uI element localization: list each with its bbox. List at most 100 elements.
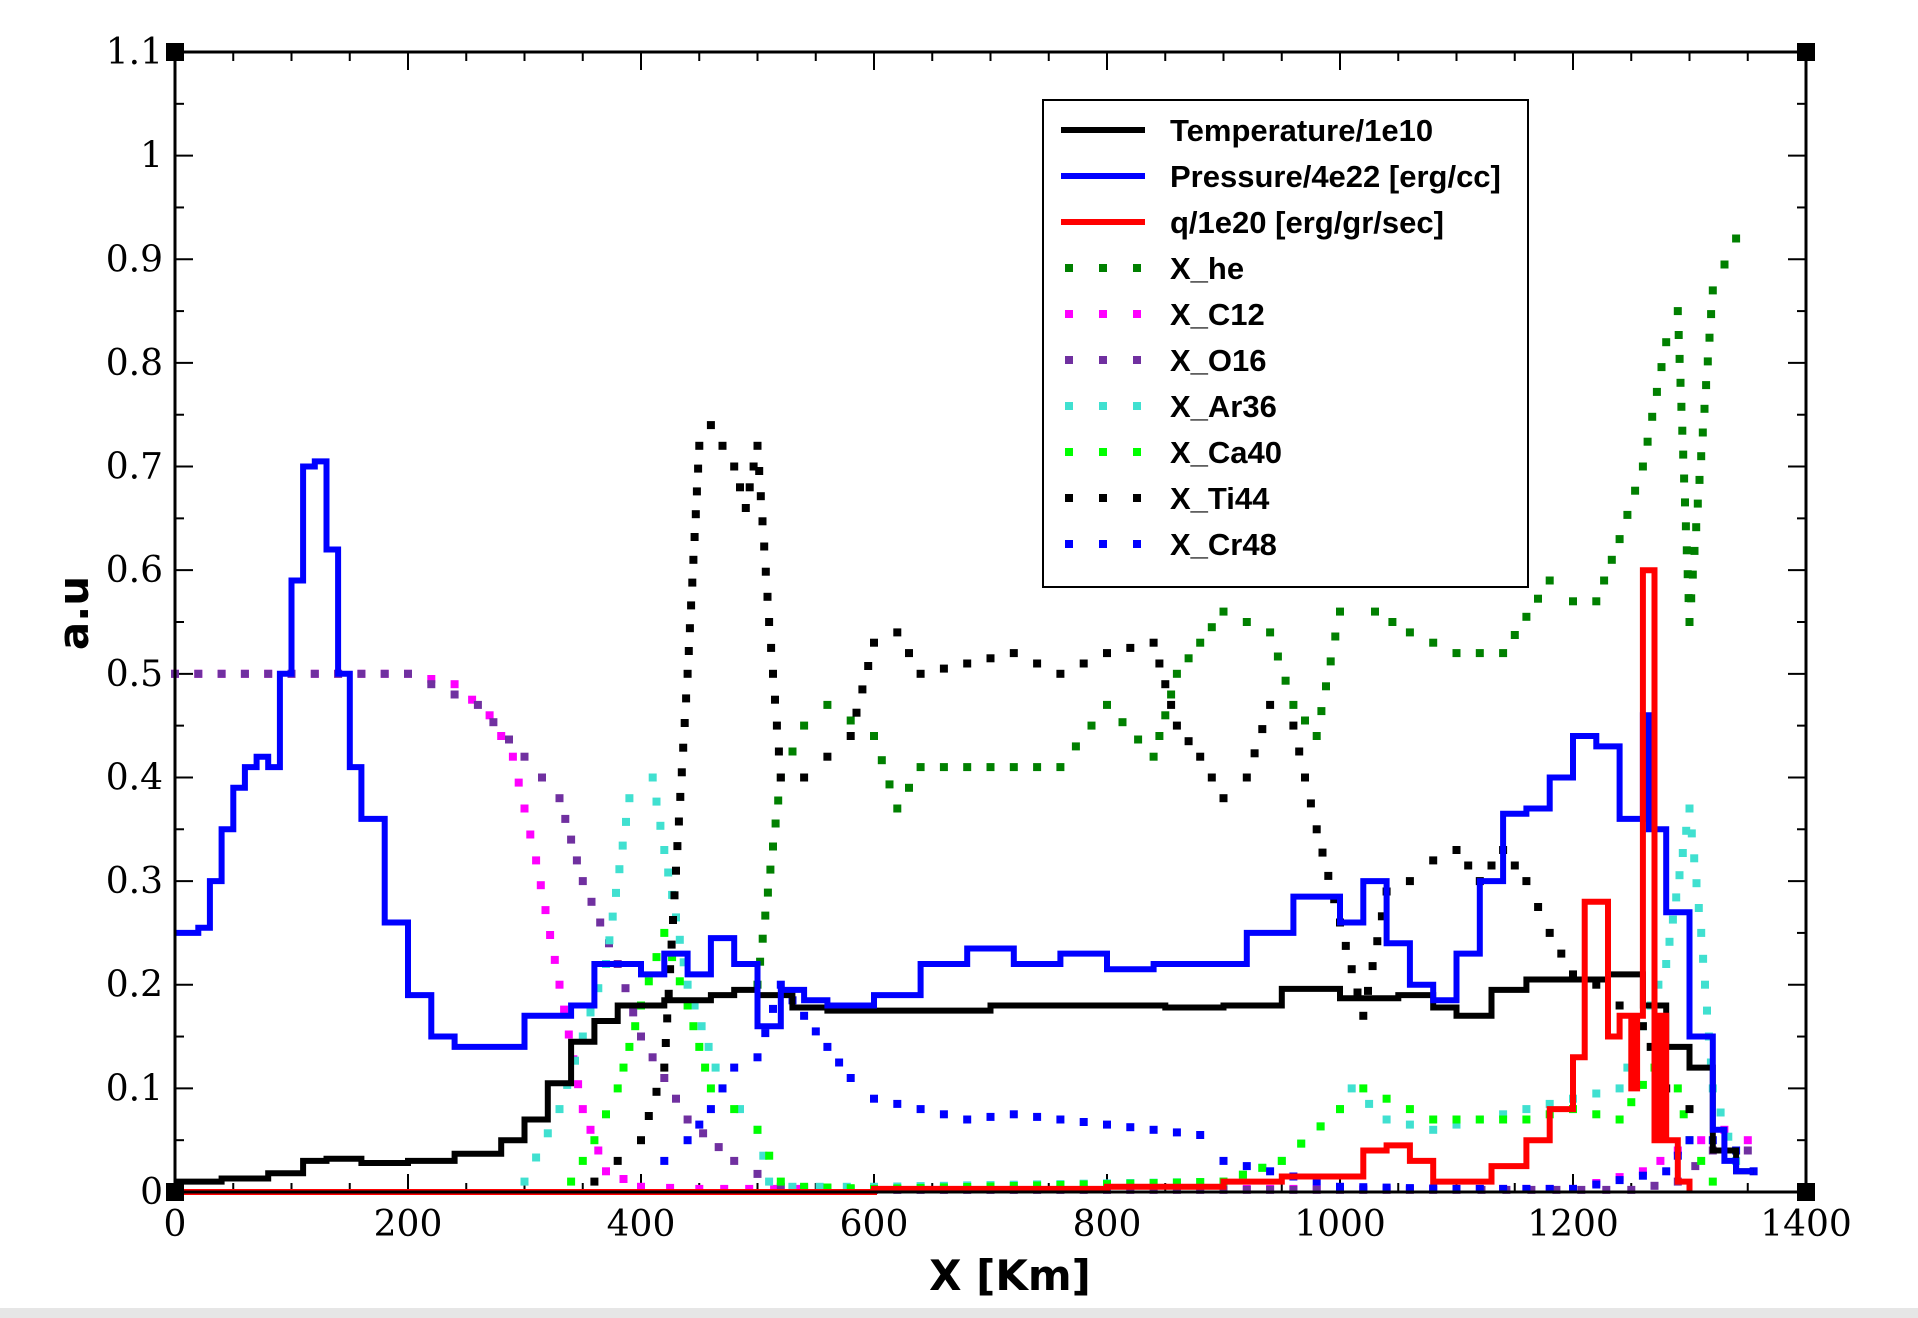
data-point — [683, 1115, 692, 1124]
data-point — [489, 718, 498, 727]
data-point — [1353, 988, 1362, 997]
data-point — [1623, 1063, 1632, 1072]
data-point — [594, 984, 603, 993]
data-point — [1475, 1115, 1484, 1124]
data-point — [1679, 1110, 1688, 1119]
data-point — [1365, 1099, 1374, 1108]
data-point — [1324, 871, 1333, 880]
data-point — [767, 643, 776, 652]
corner-mark — [166, 43, 184, 61]
data-point — [877, 756, 886, 765]
data-point — [625, 794, 634, 803]
data-point — [1675, 354, 1684, 363]
data-point — [652, 953, 661, 962]
data-point — [1545, 928, 1554, 937]
data-point — [1615, 1115, 1624, 1124]
data-point — [1429, 856, 1438, 865]
data-point — [749, 462, 758, 471]
data-point — [571, 1056, 579, 1065]
data-point — [1627, 1098, 1636, 1107]
data-point — [1312, 825, 1321, 834]
data-point — [450, 690, 459, 699]
legend-swatch-dot — [1065, 494, 1073, 502]
legend-swatch-dot — [1133, 264, 1141, 272]
data-point — [1301, 716, 1309, 725]
data-point — [661, 1039, 670, 1047]
data-point — [602, 1167, 610, 1176]
data-point — [1522, 877, 1531, 886]
data-point — [619, 1175, 628, 1183]
data-point — [692, 487, 701, 496]
data-point — [1692, 879, 1701, 888]
legend-swatch-dot — [1133, 310, 1141, 318]
data-point — [1172, 1128, 1181, 1137]
data-point — [1273, 652, 1282, 661]
data-point — [1316, 1122, 1325, 1131]
data-point — [1331, 632, 1340, 641]
data-point — [543, 1129, 552, 1138]
data-point — [1683, 570, 1692, 579]
data-point — [766, 865, 775, 874]
data-point — [1172, 1178, 1181, 1187]
legend-label: X_O16 — [1170, 343, 1267, 378]
data-point — [1703, 357, 1712, 366]
data-point — [1652, 387, 1661, 396]
data-point — [718, 441, 727, 450]
data-point — [916, 1105, 925, 1114]
data-point — [526, 830, 535, 839]
x-tick-label: 400 — [607, 1204, 676, 1245]
data-point — [1662, 1167, 1671, 1176]
data-point — [1149, 1179, 1158, 1188]
data-point — [1289, 721, 1298, 730]
data-point — [1662, 960, 1671, 968]
legend-swatch-dot — [1133, 402, 1141, 410]
data-point — [870, 638, 878, 647]
data-point — [1673, 307, 1682, 316]
legend-swatch-dot — [1133, 448, 1141, 456]
data-point — [1678, 426, 1687, 435]
data-point — [694, 464, 703, 473]
data-point — [1685, 1105, 1694, 1114]
data-point — [1149, 752, 1158, 761]
data-point — [520, 804, 529, 813]
data-point — [1382, 1183, 1391, 1192]
data-point — [690, 533, 699, 541]
data-point — [427, 675, 436, 683]
data-point — [963, 659, 972, 668]
data-point — [1297, 1139, 1306, 1148]
data-point — [473, 700, 482, 709]
data-point — [688, 578, 697, 587]
data-point — [605, 936, 614, 945]
legend-swatch-dot — [1099, 448, 1107, 456]
data-point — [1103, 649, 1111, 658]
data-point — [596, 918, 605, 927]
data-point — [404, 669, 412, 678]
data-point — [730, 1105, 739, 1114]
data-point — [675, 935, 684, 944]
y-tick-label: 0.6 — [106, 550, 163, 591]
data-point — [939, 763, 948, 772]
data-point — [986, 654, 995, 663]
data-point — [1697, 928, 1706, 937]
plot-frame — [173, 50, 1808, 1194]
data-point — [1258, 725, 1267, 734]
data-point — [1429, 638, 1438, 647]
data-point — [1196, 1185, 1205, 1194]
bottom-strip — [0, 1308, 1918, 1318]
data-point — [1312, 1185, 1321, 1194]
data-point — [1266, 700, 1275, 709]
series-dots — [753, 234, 1741, 989]
data-point — [1627, 1185, 1636, 1194]
data-point — [1056, 1181, 1065, 1189]
data-point — [1638, 1167, 1647, 1176]
data-point — [1615, 1176, 1624, 1185]
data-point — [1155, 659, 1164, 668]
data-point — [1657, 363, 1666, 372]
data-point — [310, 669, 319, 678]
data-point — [1126, 643, 1135, 652]
data-point — [1464, 861, 1473, 870]
data-point — [532, 1153, 541, 1162]
data-point — [648, 1053, 657, 1062]
data-point — [644, 1112, 653, 1120]
data-point — [1697, 1136, 1706, 1145]
